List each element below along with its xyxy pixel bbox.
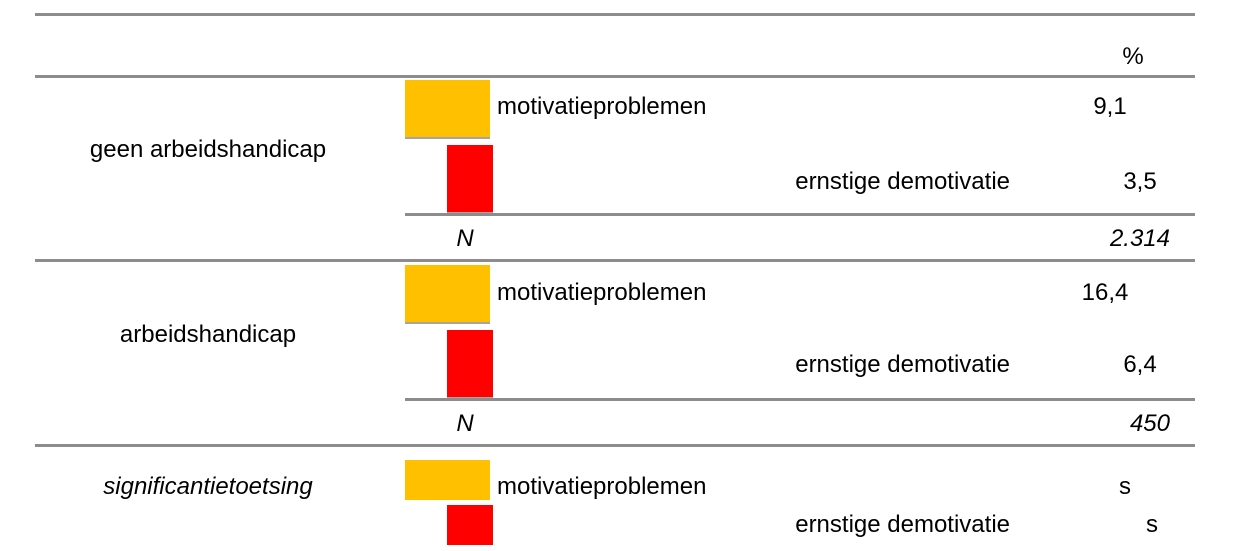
row-label: ernstige demotivatie: [795, 351, 1010, 378]
rule: [35, 75, 1195, 78]
n-label: N: [456, 410, 474, 437]
rule: [35, 444, 1195, 447]
rule: [405, 398, 1195, 401]
row-value: 9,1: [1093, 93, 1127, 120]
n-value: 450: [1129, 410, 1170, 437]
orange-marker: [405, 80, 490, 139]
red-marker: [447, 145, 493, 214]
row-label: motivatieproblemen: [497, 473, 707, 500]
rule: [35, 13, 1195, 16]
group-label: geen arbeidshandicap: [89, 136, 327, 163]
red-marker: [447, 330, 493, 399]
unit-header: %: [1122, 43, 1144, 70]
row-value: 3,5: [1123, 168, 1157, 195]
n-value: 2.314: [1109, 225, 1170, 252]
row-label: motivatieproblemen: [497, 93, 707, 120]
row-value: s: [1146, 511, 1158, 538]
row-label: ernstige demotivatie: [795, 168, 1010, 195]
red-marker: [447, 505, 493, 545]
group-label: significantietoetsing: [103, 473, 313, 500]
row-label: ernstige demotivatie: [795, 511, 1010, 538]
row-label: motivatieproblemen: [497, 279, 707, 306]
group-label: arbeidshandicap: [119, 321, 297, 348]
orange-marker: [405, 265, 490, 324]
row-value: s: [1119, 473, 1131, 500]
rule: [35, 259, 1195, 262]
orange-marker: [405, 460, 490, 500]
rule: [405, 213, 1195, 216]
row-value: 6,4: [1123, 351, 1157, 378]
row-value: 16,4: [1081, 279, 1129, 306]
n-label: N: [456, 225, 474, 252]
